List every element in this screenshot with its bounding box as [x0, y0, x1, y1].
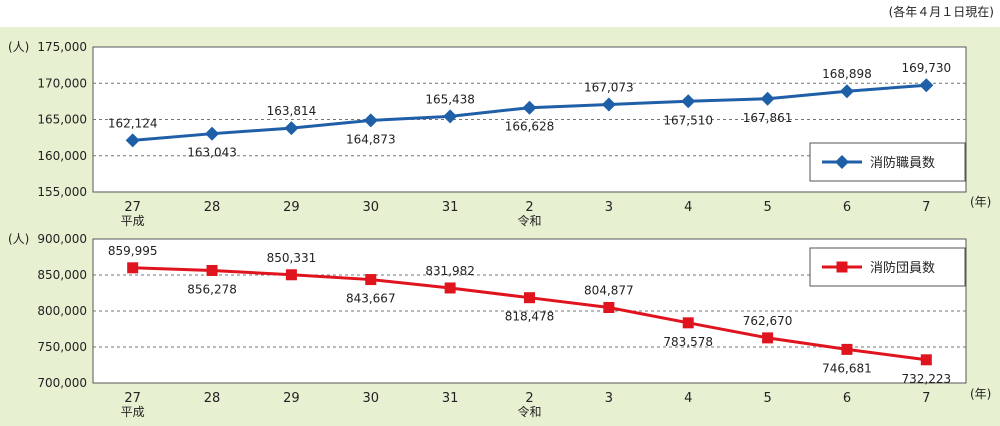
chart1-data-point [443, 109, 458, 124]
chart2-data-point [127, 262, 139, 274]
chart1-x-unit-label: (年) [970, 195, 991, 209]
chart1-data-label: 162,124 [108, 116, 158, 130]
chart2-data-label: 859,995 [108, 244, 158, 258]
chart2-ytick-label: 750,000 [37, 340, 87, 354]
chart2-data-point [444, 282, 456, 294]
chart2-data-label: 746,681 [822, 361, 872, 375]
chart1-xtick-label: 7 [922, 200, 930, 215]
chart2-data-point [920, 354, 932, 366]
chart2-data-point [841, 343, 853, 355]
chart2-xtick-label: 30 [362, 391, 379, 406]
chart1-era-label: 平成 [121, 214, 145, 228]
chart2-ytick-label: 800,000 [37, 304, 87, 318]
chart1-xtick-label: 27 [124, 200, 141, 215]
chart2-data-point [762, 332, 774, 344]
chart2-data-label: 856,278 [187, 282, 237, 296]
chart2-data-point [285, 269, 297, 281]
chart1-xtick-label: 4 [684, 200, 692, 215]
chart1-data-label: 167,073 [584, 80, 634, 94]
chart2-data-label: 831,982 [425, 264, 475, 278]
chart2-data-point [524, 292, 535, 304]
chart2-data-point [206, 264, 218, 276]
chart2-xtick-label: 2 [525, 391, 533, 406]
chart1-xtick-label: 6 [843, 200, 851, 215]
chart1-xtick-label: 29 [283, 200, 300, 215]
chart2-xtick-label: 29 [283, 391, 300, 406]
chart1-data-point [601, 97, 616, 112]
chart1-data-point [760, 91, 775, 106]
chart2-legend-label: 消防団員数 [870, 260, 935, 276]
chart2-data-label: 850,331 [267, 251, 317, 265]
chart1-ytick-label: 160,000 [37, 149, 87, 163]
chart2-data-label: 732,223 [902, 372, 952, 386]
chart1-data-point [363, 113, 378, 128]
chart1-data-label: 167,861 [743, 111, 793, 125]
chart1-data-label: 163,814 [267, 104, 317, 118]
chart1-data-label: 169,730 [902, 61, 952, 75]
chart2-xtick-label: 27 [124, 391, 141, 406]
chart1-legend-marker [835, 155, 849, 169]
chart2-ytick-label: 700,000 [37, 376, 87, 390]
chart1-data-point [205, 126, 220, 141]
chart1-data-point [919, 78, 934, 93]
chart2-xtick-label: 3 [605, 391, 613, 406]
chart2-data-label: 783,578 [663, 335, 713, 349]
chart2-xtick-label: 5 [763, 391, 771, 406]
chart2-xtick-label: 4 [684, 391, 692, 406]
chart1-ytick-label: 175,000 [37, 40, 87, 54]
chart2-era-label: 令和 [517, 404, 541, 419]
chart1-ytick-label: 155,000 [37, 185, 87, 199]
chart1-data-label: 167,510 [663, 113, 713, 127]
chart2-xtick-label: 7 [922, 391, 930, 406]
chart1-data-label: 168,898 [822, 67, 872, 81]
chart1-data-label: 165,438 [425, 92, 475, 106]
chart2-y-unit-label: (人) [8, 232, 29, 246]
chart2-data-point [603, 301, 615, 313]
chart2-data-label: 818,478 [505, 310, 555, 324]
chart1-xtick-label: 31 [442, 200, 459, 215]
chart1-ytick-label: 165,000 [37, 113, 87, 127]
chart1-xtick-label: 5 [763, 200, 771, 215]
chart2-data-point [365, 274, 377, 286]
chart2-era-label: 平成 [121, 405, 145, 419]
chart2-ytick-label: 900,000 [37, 232, 87, 246]
chart2-data-label: 843,667 [346, 292, 396, 306]
chart1-legend-label: 消防職員数 [870, 155, 935, 171]
chart2-legend-marker [836, 261, 848, 273]
chart1-data-point [125, 133, 140, 148]
chart2-xtick-label: 31 [442, 391, 459, 406]
chart2-data-label: 762,670 [743, 314, 793, 328]
chart1-data-point [681, 94, 696, 109]
chart1-era-label: 令和 [517, 213, 541, 228]
chart2-data-point [682, 317, 694, 329]
chart1-data-label: 163,043 [187, 146, 237, 160]
date-note: (各年４月１日現在) [888, 5, 994, 19]
chart1-xtick-label: 30 [362, 200, 379, 215]
chart2-x-unit-label: (年) [970, 387, 991, 401]
chart1-ytick-label: 170,000 [37, 76, 87, 90]
chart1-xtick-label: 3 [605, 200, 613, 215]
chart1-xtick-label: 2 [525, 200, 533, 215]
chart2-xtick-label: 28 [204, 391, 221, 406]
chart1-data-point [839, 84, 854, 99]
chart2-ytick-label: 850,000 [37, 268, 87, 282]
chart1-data-point [522, 100, 537, 115]
chart1-y-unit-label: (人) [8, 40, 29, 54]
chart1-xtick-label: 28 [204, 200, 221, 215]
chart1-data-label: 164,873 [346, 132, 396, 146]
chart2-xtick-label: 6 [843, 391, 851, 406]
chart1-data-label: 166,628 [505, 120, 555, 134]
chart2-data-label: 804,877 [584, 283, 634, 297]
chart1-data-point [284, 121, 299, 136]
